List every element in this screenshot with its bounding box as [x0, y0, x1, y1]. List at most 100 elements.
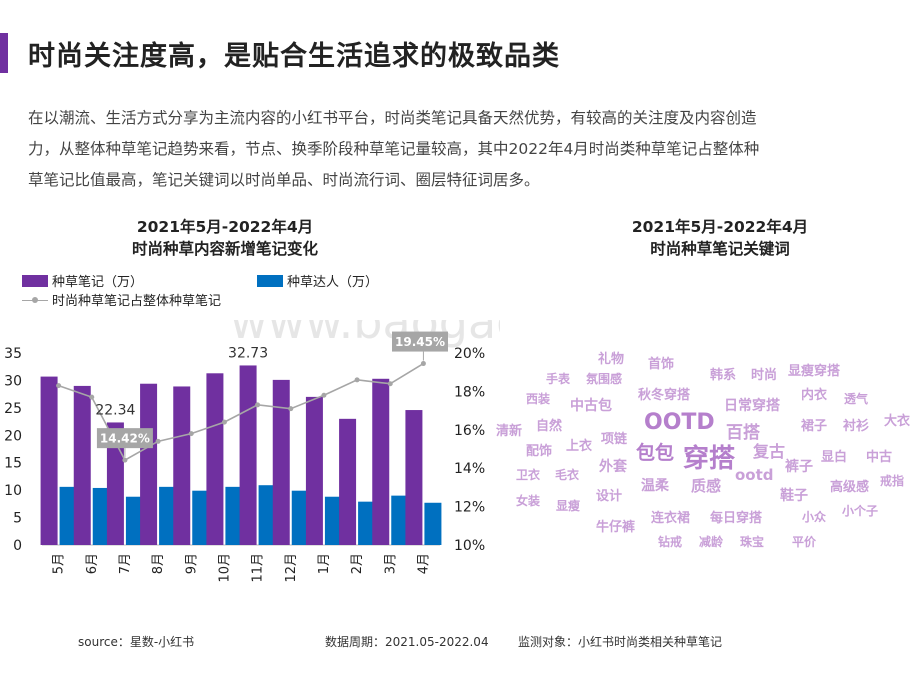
share-point	[188, 431, 194, 437]
keyword-item: 大衣	[884, 414, 911, 429]
legend-swatch-influencers	[257, 274, 283, 287]
keyword-item: 上衣	[566, 439, 593, 454]
keyword-item: 显瘦穿搭	[788, 364, 841, 379]
bar-influencers	[59, 486, 77, 545]
share-point	[155, 438, 161, 444]
y-right-tick-label: 16%	[454, 423, 485, 439]
bar-influencers	[159, 486, 177, 545]
legend-label-influencers: 种草达人（万）	[287, 275, 379, 290]
keyword-item: 小个子	[842, 504, 879, 518]
left-chart-title-line2: 时尚种草内容新增笔记变化	[131, 240, 318, 258]
intro-line: 在以潮流、生活方式分享为主流内容的小红书平台，时尚类笔记具备天然优势，有较高的关…	[28, 109, 757, 127]
legend-label-share: 时尚种草笔记占整体种草笔记	[52, 294, 222, 309]
keyword-cloud: 礼物 首饰 韩系 时尚 显瘦穿搭 手表 氛围感 秋冬穿搭 内衣 透气 西装 中古包 日常穿搭 裙子 衬衫 大衣…	[488, 340, 920, 560]
bar-data-label: 22.34	[95, 402, 135, 418]
y-right-tick-label: 14%	[454, 461, 485, 477]
x-tick-label: 1月	[317, 553, 332, 574]
y-right-tick-label: 18%	[454, 384, 485, 400]
keyword-item: 包包	[636, 442, 675, 464]
bar-notes	[405, 410, 423, 545]
bar-influencers	[291, 490, 309, 545]
watermark: www.baogao8.com	[230, 320, 500, 349]
bar-notes	[272, 379, 290, 545]
keyword-item: 外套	[599, 459, 627, 475]
keyword-item: 礼物	[598, 352, 625, 367]
keyword-item: 日常穿搭	[724, 398, 780, 414]
bar-notes	[305, 396, 323, 545]
keyword-item: 首饰	[648, 357, 675, 372]
intro-line: 力，从整体种草笔记趋势来看，节点、换季阶段种草笔记量较高，其中2022年4月时尚…	[28, 140, 760, 158]
callout-box	[392, 331, 448, 352]
keyword-item: 戒指	[880, 474, 905, 488]
share-point	[56, 383, 62, 389]
x-tick-label: 10月	[217, 553, 232, 583]
y-left-tick-label: 30	[4, 373, 22, 389]
x-tick-label: 3月	[383, 553, 398, 574]
keyword-item: 珠宝	[740, 535, 765, 549]
keyword-item: 西装	[526, 392, 551, 406]
keyword-item: 项链	[601, 432, 628, 447]
bar-notes	[73, 385, 91, 545]
share-point	[321, 392, 327, 398]
keyword-item: 穿搭	[683, 444, 736, 474]
keyword-item: 手表	[546, 372, 571, 386]
keyword-item: 中古	[866, 450, 893, 465]
bar-data-label: 32.73	[228, 345, 268, 361]
keyword-item: 连衣裙	[651, 511, 691, 526]
chart-legend: 种草笔记（万） 种草达人（万） 时尚种草笔记占整体种草笔记	[22, 271, 442, 311]
bar-influencers	[225, 486, 243, 545]
y-left-tick-label: 10	[4, 483, 22, 499]
share-point	[420, 361, 426, 367]
right-chart-title-line2: 时尚种草笔记关键词	[650, 240, 790, 258]
bar-notes	[239, 365, 257, 545]
x-tick-label: 9月	[184, 553, 199, 574]
y-left-tick-label: 25	[4, 401, 22, 417]
keyword-item: 高级感	[830, 480, 870, 495]
keyword-item: 时尚	[751, 368, 778, 383]
callout-label: 19.45%	[395, 335, 445, 349]
keyword-item: 减龄	[699, 535, 724, 549]
keyword-item: 韩系	[710, 368, 737, 383]
keyword-item: 牛仔裤	[596, 520, 636, 535]
keyword-item: 裤子	[785, 459, 813, 475]
bar-influencers	[358, 501, 376, 545]
x-tick-label: 11月	[251, 553, 266, 583]
keyword-item: 氛围感	[586, 372, 623, 386]
bar-influencers	[258, 485, 276, 545]
keyword-item: 毛衣	[555, 468, 580, 482]
bar-influencers	[125, 496, 143, 545]
right-chart-title: 2021年5月-2022年4月 时尚种草笔记关键词	[555, 216, 885, 260]
share-line	[58, 362, 424, 462]
keyword-item: 复古	[753, 442, 786, 461]
bar-influencers	[424, 502, 442, 545]
keyword-item: OOTD	[644, 410, 715, 435]
y-left-tick-label: 0	[13, 538, 22, 554]
keyword-item: 卫衣	[516, 468, 541, 482]
keyword-item: 中古包	[570, 398, 612, 414]
keyword-item: 内衣	[801, 388, 828, 403]
bar-notes	[173, 386, 191, 545]
keyword-item: 显瘦	[556, 499, 581, 513]
bar-influencers	[391, 495, 409, 545]
x-tick-label: 8月	[151, 553, 166, 574]
x-tick-label: 5月	[52, 553, 67, 574]
legend-swatch-notes	[22, 274, 48, 287]
keyword-item: 小众	[802, 510, 827, 524]
bar-notes	[106, 422, 124, 545]
legend-item-share: 时尚种草笔记占整体种草笔记	[22, 290, 221, 309]
x-tick-label: 7月	[118, 553, 133, 574]
keyword-item: 裙子	[801, 419, 828, 434]
title-accent-bar	[0, 33, 8, 73]
intro-paragraph: 在以潮流、生活方式分享为主流内容的小红书平台，时尚类笔记具备天然优势，有较高的关…	[28, 103, 898, 196]
x-tick-label: 4月	[416, 553, 431, 574]
footer-period: 数据周期：2021.05-2022.04	[325, 635, 489, 649]
share-point	[354, 377, 360, 383]
page-title: 时尚关注度高，是贴合生活追求的极致品类	[28, 41, 560, 72]
keyword-item: 设计	[596, 489, 623, 504]
keyword-item: 温柔	[641, 478, 669, 494]
keyword-item: 配饰	[526, 444, 553, 459]
keyword-item: ootd	[735, 466, 774, 484]
share-point	[89, 394, 95, 400]
keyword-item: 每日穿搭	[710, 511, 763, 526]
left-chart-title-line1: 2021年5月-2022年4月	[136, 218, 314, 236]
